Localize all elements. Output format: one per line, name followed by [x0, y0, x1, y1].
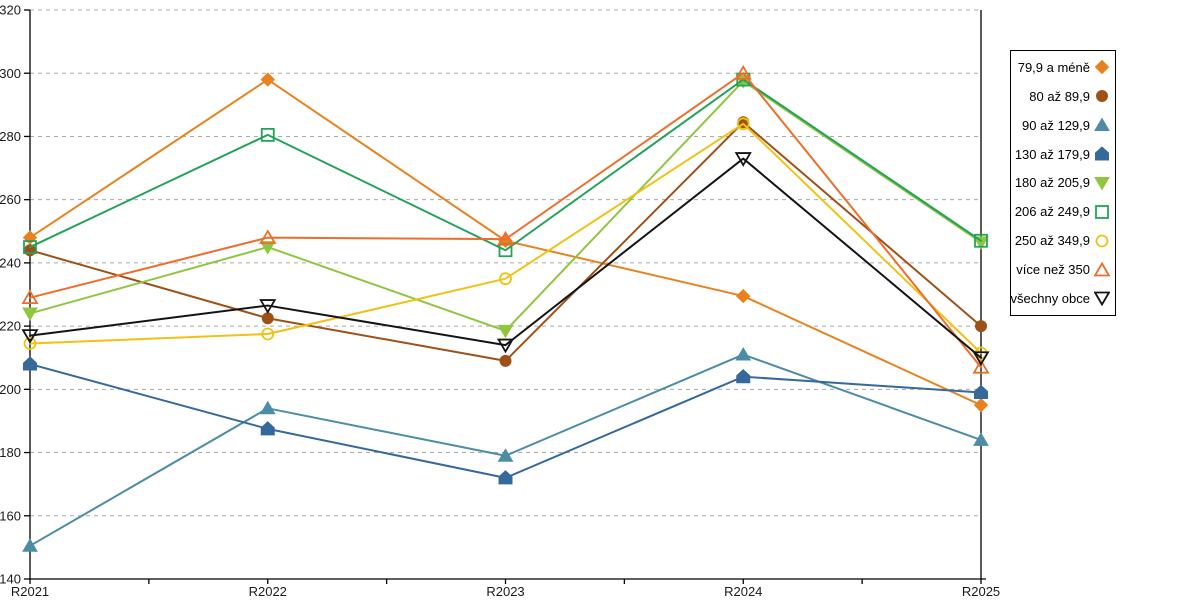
y-tick-label: 280	[0, 129, 21, 144]
data-point-marker	[496, 338, 515, 354]
data-point-marker	[973, 397, 989, 413]
legend-item-3: 130 až 179,9	[1013, 146, 1110, 162]
y-tick-label: 240	[0, 255, 21, 270]
data-point-marker	[972, 351, 990, 367]
y-tick-label: 140	[0, 572, 21, 587]
data-point-marker	[497, 448, 514, 462]
legend-label: všechny obce	[1010, 290, 1091, 306]
data-point-marker	[973, 236, 989, 250]
data-point-marker	[261, 327, 275, 341]
data-point-marker	[21, 289, 39, 305]
data-point-marker	[498, 470, 513, 485]
diamond-marker-icon	[1094, 60, 1110, 75]
series-line-8	[29, 157, 982, 359]
x-tick-label: R2022	[249, 584, 287, 599]
series-line-6	[29, 122, 982, 354]
pentagon-marker-icon	[1095, 146, 1109, 161]
data-point-marker	[734, 152, 752, 167]
data-point-marker	[975, 320, 987, 333]
data-point-marker	[736, 288, 751, 304]
data-point-marker	[22, 538, 38, 552]
data-point-marker	[259, 299, 277, 314]
x-tick-label: R2021	[11, 584, 49, 599]
legend-label: 90 až 129,9	[1022, 117, 1090, 133]
series-line-7	[29, 72, 982, 369]
triangle-down-marker-icon	[1094, 176, 1110, 191]
x-tick-label: R2023	[486, 584, 524, 599]
data-point-marker	[499, 272, 512, 286]
y-tick-label: 160	[0, 508, 21, 523]
data-point-marker	[736, 117, 750, 131]
data-point-marker	[261, 312, 274, 325]
data-point-marker	[974, 384, 988, 399]
data-point-marker	[260, 421, 275, 436]
y-tick-label: 180	[0, 445, 21, 460]
triangle-up-marker-icon	[1094, 117, 1110, 132]
data-point-marker	[259, 229, 277, 245]
data-point-marker	[22, 230, 38, 245]
data-point-marker	[259, 241, 276, 255]
legend-item-6: 250 až 349,9	[1013, 233, 1110, 249]
chart-legend: 79,9 a méně 80 až 89,9 90 až 129,9 130 až 1…	[1010, 50, 1116, 316]
y-tick-label: 220	[0, 319, 21, 334]
data-point-marker	[21, 329, 39, 344]
series-line-5	[29, 78, 982, 252]
data-point-marker	[22, 307, 38, 321]
legend-label: více než 350	[1016, 262, 1090, 278]
x-tick-label: R2024	[724, 584, 762, 599]
data-point-marker	[23, 356, 37, 371]
square-marker-icon	[1095, 204, 1109, 219]
legend-item-0: 79,9 a méně	[1013, 59, 1110, 75]
legend-label: 130 až 179,9	[1014, 146, 1090, 162]
data-point-marker	[734, 64, 752, 80]
circle-marker-icon	[1095, 234, 1109, 248]
data-point-marker	[736, 369, 751, 384]
data-point-marker	[972, 358, 990, 374]
data-point-marker	[23, 337, 37, 350]
triangle-up-marker-icon	[1094, 261, 1110, 276]
legend-label: 206 až 249,9	[1014, 204, 1090, 220]
triangle-down-marker-icon	[1094, 292, 1110, 307]
data-point-marker	[973, 432, 989, 446]
x-tick-label: R2025	[962, 584, 1000, 599]
data-point-marker	[259, 400, 276, 415]
legend-label: 180 až 205,9	[1014, 175, 1090, 191]
data-point-marker	[23, 240, 37, 254]
data-point-marker	[260, 127, 275, 142]
data-point-marker	[735, 347, 752, 361]
data-point-marker	[260, 72, 275, 87]
legend-item-1: 80 až 89,9	[1013, 88, 1110, 104]
legend-label: 79,9 a méně	[1017, 59, 1090, 75]
y-tick-label: 260	[0, 192, 21, 207]
y-tick-label: 300	[0, 66, 21, 81]
legend-item-7: více než 350	[1013, 261, 1110, 278]
legend-item-8: všechny obce	[1010, 290, 1110, 307]
legend-item-5: 206 až 249,9	[1013, 204, 1110, 220]
data-point-marker	[499, 354, 512, 367]
legend-label: 250 až 349,9	[1014, 233, 1090, 249]
legend-item-4: 180 až 205,9	[1013, 175, 1110, 191]
series-line-4	[29, 80, 982, 332]
data-point-marker	[497, 324, 514, 339]
legend-item-2: 90 až 129,9	[1013, 117, 1110, 133]
data-point-marker	[974, 233, 988, 248]
data-point-marker	[496, 230, 515, 246]
legend-label: 80 až 89,9	[1029, 88, 1090, 104]
y-tick-label: 320	[0, 3, 21, 18]
circle-marker-icon	[1096, 90, 1108, 103]
y-tick-label: 200	[0, 382, 21, 397]
